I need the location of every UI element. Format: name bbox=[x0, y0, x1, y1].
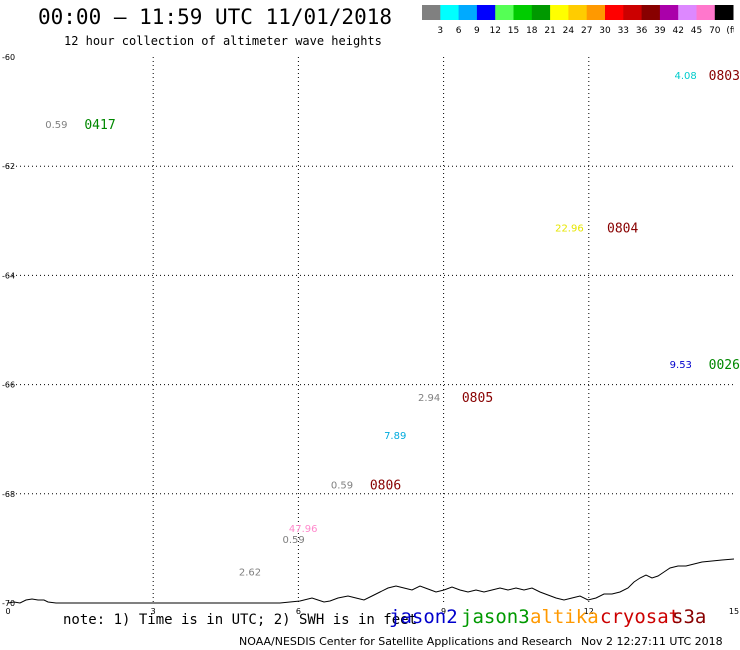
wave-height-value: 7.89 bbox=[384, 431, 406, 442]
y-tick-label: -66 bbox=[2, 381, 15, 390]
map-subtitle: 12 hour collection of altimeter wave hei… bbox=[64, 34, 382, 48]
colorbar-label: 39 bbox=[654, 26, 666, 36]
colorbar-swatch bbox=[531, 5, 551, 20]
x-tick-label: 3 bbox=[151, 607, 156, 616]
colorbar-label: 30 bbox=[599, 26, 611, 36]
axis-ticks: 0 3 6 9 12 15 -60 -62 -64 -66 -68 -70 bbox=[2, 53, 739, 616]
colorbar-swatch bbox=[623, 5, 642, 20]
wave-height-value: 0.59 bbox=[331, 480, 353, 491]
colorbar-label: 70 bbox=[709, 26, 721, 36]
colorbar-swatch bbox=[641, 5, 661, 20]
y-tick-label: -64 bbox=[2, 271, 15, 280]
colorbar-swatch bbox=[458, 5, 478, 20]
colorbar-swatch bbox=[696, 5, 716, 20]
wave-height-value: 2.62 bbox=[239, 568, 261, 579]
colorbar-label: 27 bbox=[581, 26, 592, 36]
satellite-legend-s3a: s3a bbox=[672, 606, 707, 628]
pass-label: 0417 bbox=[84, 118, 115, 133]
y-tick-label: -70 bbox=[2, 599, 15, 608]
wave-height-value: 47.96 bbox=[289, 524, 318, 535]
colorbar-label: 12 bbox=[489, 26, 500, 36]
colorbar-label: 33 bbox=[618, 26, 629, 36]
x-tick-label: 6 bbox=[296, 607, 301, 616]
colorbar-label: 21 bbox=[544, 26, 555, 36]
colorbar-swatch bbox=[550, 5, 569, 20]
colorbar-swatch bbox=[495, 5, 514, 20]
antarctica-coastline bbox=[7, 558, 735, 604]
wave-height-value: 0.59 bbox=[282, 535, 304, 546]
map-title: 00:00 – 11:59 UTC 11/01/2018 bbox=[38, 5, 393, 29]
footer-timestamp: Nov 2 12:27:11 UTC 2018 bbox=[581, 635, 723, 648]
colorbar-swatch bbox=[714, 5, 734, 20]
wave-points: 0.594.0822.969.532.947.890.5947.960.592.… bbox=[45, 71, 696, 579]
pass-labels: 0417 0803 0804 0026 0805 0806 bbox=[84, 69, 740, 493]
pass-label: 0026 bbox=[709, 358, 740, 373]
colorbar-swatch bbox=[440, 5, 459, 20]
colorbar-label: 3 bbox=[437, 26, 443, 36]
colorbar-swatch bbox=[678, 5, 697, 20]
colorbar-label: 9 bbox=[474, 26, 480, 36]
wave-height-value: 2.94 bbox=[418, 393, 440, 404]
colorbar-label: (ft) bbox=[726, 26, 734, 36]
colorbar-label: 45 bbox=[691, 26, 702, 36]
satellite-legend-altika: altika bbox=[530, 606, 599, 628]
colorbar-swatch bbox=[568, 5, 588, 20]
colorbar-swatch bbox=[605, 5, 624, 20]
y-tick-label: -62 bbox=[2, 162, 15, 171]
x-tick-label: 0 bbox=[5, 607, 10, 616]
pass-label: 0806 bbox=[370, 478, 401, 493]
wave-height-value: 22.96 bbox=[555, 224, 584, 235]
wave-height-value: 4.08 bbox=[674, 71, 696, 82]
y-tick-label: -68 bbox=[2, 490, 15, 499]
colorbar-label: 6 bbox=[456, 26, 462, 36]
colorbar-swatch bbox=[422, 5, 441, 20]
colorbar-swatch bbox=[586, 5, 606, 20]
x-tick-label: 15 bbox=[729, 607, 739, 616]
colorbar-swatch bbox=[659, 5, 679, 20]
y-tick-label: -60 bbox=[2, 53, 15, 62]
satellite-legend-jason3: jason3 bbox=[461, 606, 530, 628]
coastline bbox=[7, 558, 735, 604]
pass-label: 0803 bbox=[709, 69, 740, 84]
note-text: note: 1) Time is in UTC; 2) SWH is in fe… bbox=[63, 612, 418, 628]
colorbar-label: 36 bbox=[636, 26, 648, 36]
colorbar-label: 42 bbox=[672, 26, 683, 36]
grid-lines bbox=[8, 57, 734, 603]
wave-height-value: 0.59 bbox=[45, 120, 67, 131]
colorbar-swatch bbox=[476, 5, 496, 20]
x-tick-label: 9 bbox=[441, 607, 446, 616]
colorbar-label: 18 bbox=[526, 26, 538, 36]
colorbar-label: 15 bbox=[508, 26, 519, 36]
pass-label: 0805 bbox=[462, 391, 493, 406]
x-tick-label: 12 bbox=[584, 607, 594, 616]
footer-credit: NOAA/NESDIS Center for Satellite Applica… bbox=[239, 635, 573, 648]
wave-height-value: 9.53 bbox=[670, 360, 692, 371]
satellite-legend-jason2: jason2 bbox=[389, 606, 458, 628]
colorbar-swatch bbox=[513, 5, 533, 20]
satellite-legend-cryosat: cryosat bbox=[600, 606, 681, 628]
colorbar-label: 24 bbox=[563, 26, 575, 36]
pass-label: 0804 bbox=[607, 222, 638, 237]
